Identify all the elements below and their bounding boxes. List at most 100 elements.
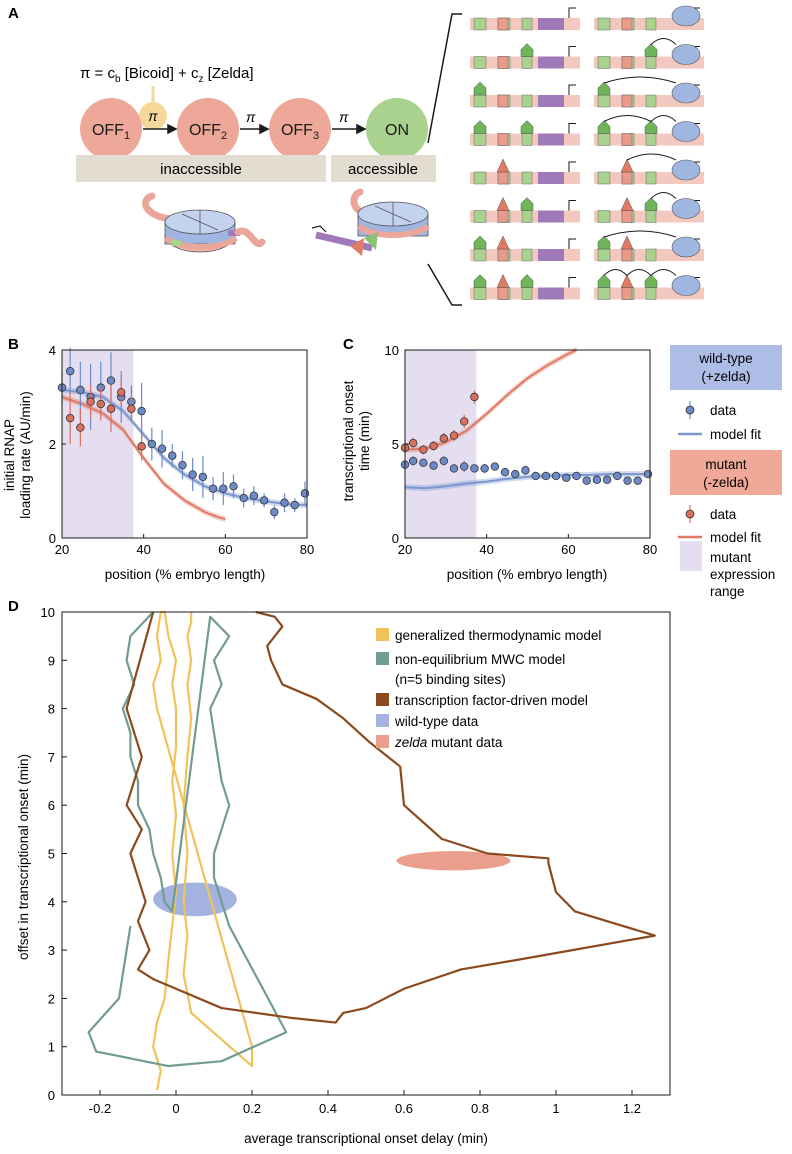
legend-mut-sub: (-zelda): [703, 475, 749, 490]
state-off2: OFF2: [177, 98, 239, 160]
arrow-label-3: π: [339, 109, 349, 125]
pi-bubble-label: π: [148, 108, 158, 124]
promoter-row-2-left-bound-zelda: [473, 81, 487, 96]
promoter-row-7-right-site-green: [645, 287, 657, 300]
chart-b-data-point: [168, 451, 177, 460]
legend-range-1: mutant: [710, 550, 752, 565]
promoter-row-6-left-bound-zelda: [473, 235, 487, 250]
promoter-row-3-left-tss-arrow: [568, 123, 576, 134]
promoter-row-2-right-bound-zelda: [597, 81, 611, 96]
promoter-row-6-right-interaction-arc: [603, 230, 677, 238]
promoter-row-1-right-site-green: [597, 56, 611, 69]
chart-d-xtick-label: -0.2: [89, 1101, 111, 1116]
chart-c-data-point: [449, 431, 459, 440]
chart-b-data-point: [280, 498, 289, 507]
formula-pi: π: [80, 65, 90, 82]
promoter-row-0-right-site-green: [597, 17, 611, 31]
promoter-row-0-left-site-red: [497, 17, 509, 31]
chart-d-ytick-label: 5: [48, 847, 55, 862]
chart-b-data-point: [106, 376, 116, 385]
legend-wt-title: wild-type: [698, 351, 752, 366]
promoter-row-1-left-site-green: [473, 56, 487, 69]
promoter-row-1-right-site-red: [621, 56, 633, 69]
promoter-row-3-right-site-green: [597, 133, 611, 146]
promoter-row-5-left-site-green: [521, 210, 533, 223]
promoter-row-7-right-site-red: [621, 287, 633, 300]
promoter-row-1-left-tss-arrow: [568, 46, 576, 57]
chart-c-data-point: [541, 471, 551, 481]
chart-d-ytick-label: 10: [41, 605, 55, 620]
pi-formula: π = cb [Bicoid] + cz [Zelda]: [80, 65, 254, 85]
chart-b-data-point: [270, 507, 279, 517]
legend-d-mwc-sub: (n=5 binding sites): [395, 672, 506, 687]
chart-c-data-point: [470, 464, 479, 473]
promoter-row-6-left-site-green: [521, 248, 533, 262]
chart-d-xtick-label: 1.2: [623, 1101, 641, 1116]
chart-b-data-point: [259, 496, 269, 505]
chart-c-ytick-label: 0: [392, 531, 399, 546]
state-off1-sub: 1: [124, 130, 130, 142]
state-off1-name: OFF: [92, 122, 124, 139]
promoter-row-1-left-site-green: [521, 56, 533, 69]
panel-d-label: D: [8, 598, 19, 615]
chart-d: -0.2 0 0.2 0.4 0.6 0.8 1 1.2 0 1 2 3 4 5 6 7 8 9 10: [41, 605, 671, 1116]
promoter-purple-small: [228, 230, 240, 236]
site-green-small: [172, 240, 181, 246]
promoter-row-6-left-bound-bicoid: [496, 235, 510, 250]
chart-c-data-point: [490, 462, 500, 471]
promoter-row-5-left-bound-bicoid: [496, 196, 510, 211]
promoter-row-3-right-bound-zelda: [597, 120, 611, 134]
chart-b-fit-line-1: [61, 396, 226, 521]
chart-c-ytick-label: 5: [392, 437, 399, 452]
chart-d-series-0: [152, 610, 254, 1091]
chart-c-data-point: [643, 469, 653, 479]
chart-b-data-point: [76, 385, 85, 395]
legend-mut-box: [670, 450, 782, 495]
chart-c-data-point: [439, 456, 448, 466]
chart-c-data-point: [449, 464, 459, 473]
promoter-row-0-left-promoter: [538, 18, 564, 30]
chart-c-data-point: [480, 464, 489, 473]
chart-c-xtick-label: 40: [479, 542, 493, 557]
promoter-row-3-left-site-red: [497, 133, 509, 146]
promoter-row-4-left-tss-arrow: [568, 161, 576, 172]
formula-zelda: [Zelda]: [203, 65, 253, 82]
chart-b-xtick-label: 80: [300, 542, 314, 557]
promoter-row-3-right-bound-zelda: [644, 120, 658, 134]
inaccessible-label: inaccessible: [160, 161, 242, 178]
promoter-row-3-left-bound-zelda: [520, 120, 534, 134]
chart-c-data-point: [582, 476, 591, 485]
promoter-row-3-left-site-green: [473, 133, 487, 146]
promoter-row-4-right-site-green: [645, 171, 657, 185]
chart-b-data-point: [147, 439, 157, 449]
chart-c-xtick-label: 80: [643, 542, 657, 557]
chart-c-data-point: [439, 434, 448, 443]
promoter-row-6-right-site-green: [597, 248, 611, 262]
chart-c-data-point: [623, 476, 632, 485]
state-off1: OFF1: [80, 98, 142, 160]
chart-c-data-point: [602, 475, 612, 484]
accessible-bar: [331, 155, 436, 182]
promoter-row-6-left-site-green: [473, 248, 487, 262]
state-off2-sub: 2: [221, 130, 227, 142]
promoter-row-4-right-rnap: [671, 159, 701, 181]
legend-d-swatch-thermo: [376, 628, 389, 641]
chart-b-ylabel-1: initial RNAP: [2, 419, 17, 491]
chart-b-xtick-label: 40: [136, 542, 150, 557]
promoter-row-1-right-rnap: [671, 44, 701, 65]
legend-d-zelda: zelda mutant data: [394, 735, 503, 750]
legend-mut-data: data: [710, 507, 737, 522]
chart-c-xtick-label: 20: [398, 542, 412, 557]
legend-d: generalized thermodynamic model non-equi…: [376, 628, 601, 750]
chart-b: 20 40 60 80 0 2 4: [49, 343, 314, 557]
chart-d-series-2: [125, 610, 656, 1024]
promoter-row-2-left-site-green: [473, 94, 487, 108]
chart-c-ylabel-2: time (min): [357, 411, 372, 471]
legend-wt-sub: (+zelda): [701, 369, 750, 384]
state-arrows: [143, 123, 367, 135]
promoter-row-2-left-site-green: [521, 94, 533, 108]
promoter-row-7-right-interaction-arc: [626, 269, 652, 276]
promoter-row-5-right-bound-zelda: [644, 197, 658, 211]
promoter-row-3-left-bound-zelda: [473, 120, 487, 134]
promoter-row-2-right-site-red: [621, 94, 633, 108]
